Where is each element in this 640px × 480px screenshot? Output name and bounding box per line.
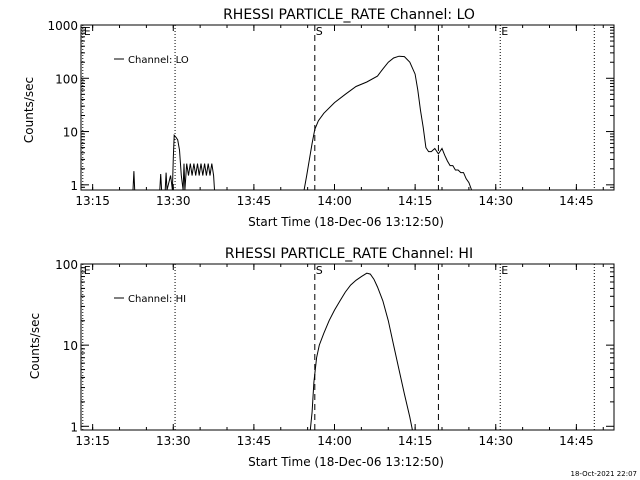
legend-label-lo: Channel: LO xyxy=(128,55,189,66)
series-line-hi-0 xyxy=(309,272,413,431)
series-line-lo-0 xyxy=(132,55,473,191)
x-tick-label-hi-3: 14:00 xyxy=(317,434,352,448)
footer-timestamp: 18-Oct-2021 22:07 xyxy=(571,470,637,478)
marker-label-hi-1: S xyxy=(316,264,323,277)
panel-lo: RHESSI PARTICLE_RATE Channel: LO Counts/… xyxy=(22,7,615,229)
y-tick-label-lo-1: 10 xyxy=(63,126,78,140)
y-axis-label-lo-text: Counts/sec xyxy=(22,77,36,143)
x-tick-label-lo-1: 13:30 xyxy=(156,194,191,208)
y-tick-label-hi-1: 10 xyxy=(63,339,78,353)
y-tick-label-hi-2: 100 xyxy=(55,258,78,272)
legend-lo: Channel: LO xyxy=(114,55,189,66)
x-tick-label-hi-0: 13:15 xyxy=(75,434,110,448)
plot-frame-hi xyxy=(80,263,615,431)
legend-hi: Channel: HI xyxy=(114,294,186,305)
series-hi xyxy=(309,272,413,431)
x-axis-label-lo: Start Time (18-Dec-06 13:12:50) xyxy=(248,215,444,229)
x-tick-label-lo-0: 13:15 xyxy=(75,194,110,208)
x-tick-label-hi-2: 13:45 xyxy=(237,434,272,448)
panel-hi: RHESSI PARTICLE_RATE Channel: HI Counts/… xyxy=(28,246,615,469)
x-tick-label-lo-4: 14:15 xyxy=(398,194,433,208)
x-tick-label-hi-5: 14:30 xyxy=(478,434,513,448)
marker-label-hi-0: E xyxy=(84,264,91,277)
x-tick-label-lo-3: 14:00 xyxy=(317,194,352,208)
x-tick-label-hi-4: 14:15 xyxy=(398,434,433,448)
marker-label-lo-0: E xyxy=(84,25,91,38)
x-tick-label-lo-5: 14:30 xyxy=(478,194,513,208)
y-axis-label-hi-text: Counts/sec xyxy=(28,313,42,379)
y-tick-label-lo-3: 1000 xyxy=(47,19,78,33)
y-axis-label-hi: Counts/sec xyxy=(28,313,42,379)
y-tick-label-lo-2: 100 xyxy=(55,72,78,86)
x-tick-label-lo-6: 14:45 xyxy=(559,194,594,208)
series-lo xyxy=(132,55,473,191)
plot-frame-lo xyxy=(80,24,615,191)
x-tick-label-hi-1: 13:30 xyxy=(156,434,191,448)
x-axis-label-hi: Start Time (18-Dec-06 13:12:50) xyxy=(248,455,444,469)
ticks-lo: 13:15 13:30 13:45 14:00 14:15 14:30 14:45 1 10 10… xyxy=(47,19,614,208)
marker-label-lo-1: S xyxy=(316,25,323,38)
marker-label-lo-2: E xyxy=(501,25,508,38)
x-tick-label-hi-6: 14:45 xyxy=(559,434,594,448)
y-tick-label-lo-0: 1 xyxy=(70,179,78,193)
chart-title-hi: RHESSI PARTICLE_RATE Channel: HI xyxy=(225,246,473,262)
chart-title-lo: RHESSI PARTICLE_RATE Channel: LO xyxy=(223,7,475,23)
y-axis-label-lo: Counts/sec xyxy=(22,77,36,143)
ticks-hi: 13:15 13:30 13:45 14:00 14:15 14:30 14:45 1 10 10… xyxy=(55,258,614,448)
y-tick-label-hi-0: 1 xyxy=(70,420,78,434)
marker-label-hi-2: E xyxy=(501,264,508,277)
legend-label-hi: Channel: HI xyxy=(128,294,186,305)
x-tick-label-lo-2: 13:45 xyxy=(237,194,272,208)
